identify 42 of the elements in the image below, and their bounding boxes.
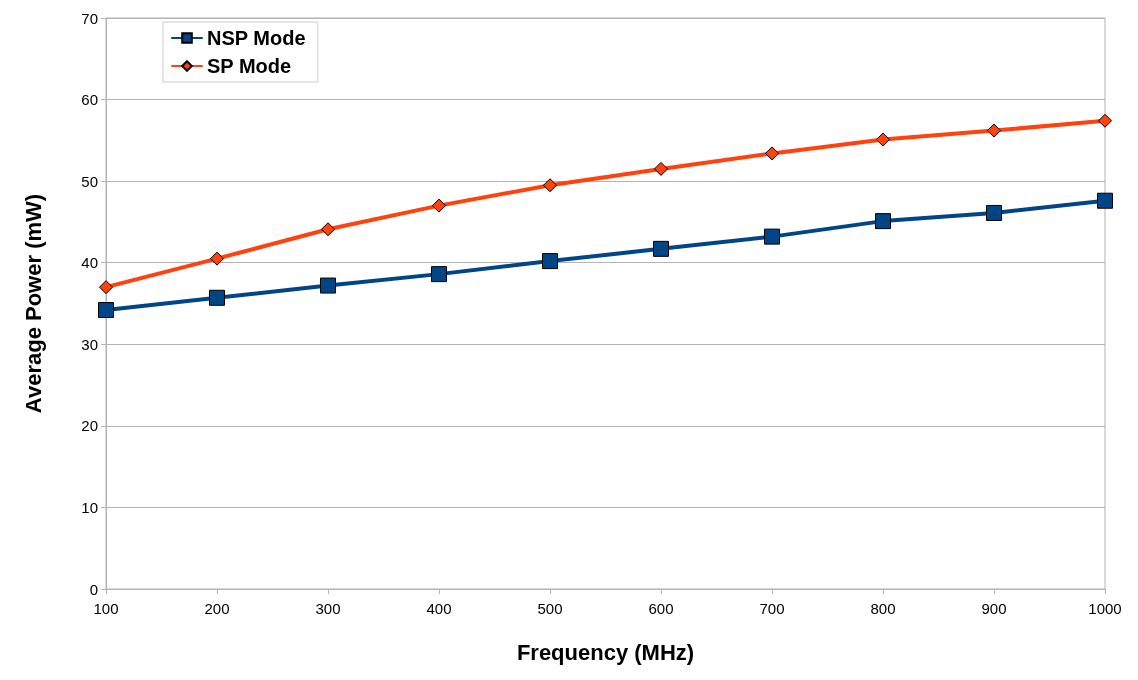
point (653, 240, 669, 257)
point (432, 198, 446, 213)
point (542, 253, 558, 270)
x-tick-label: 200 (204, 600, 230, 617)
point (764, 228, 780, 245)
point (1097, 192, 1113, 209)
point (1098, 113, 1112, 128)
point (320, 277, 336, 294)
point (99, 280, 113, 295)
x-tick-label: 900 (981, 600, 1007, 617)
y-tick-label: 60 (81, 91, 98, 109)
point (431, 266, 447, 283)
legend-label: SP Mode (207, 55, 292, 77)
point (654, 161, 668, 176)
point (875, 213, 891, 230)
x-tick-label: 300 (315, 600, 341, 617)
x-tick-label: 700 (759, 600, 785, 617)
x-tick-label: 400 (426, 600, 452, 617)
y-tick-label: 30 (81, 335, 98, 353)
legend-label: NSP Mode (207, 27, 306, 49)
x-tick-label: 600 (648, 600, 674, 617)
point (321, 222, 335, 237)
y-tick-label: 20 (81, 417, 98, 435)
point (98, 302, 114, 319)
point (543, 178, 557, 193)
y-tick-label: 40 (81, 254, 98, 272)
x-tick-label: 100 (93, 600, 119, 617)
point (765, 146, 779, 161)
x-axis-title: Frequency (MHz) (516, 639, 695, 665)
y-tick-label: 70 (81, 9, 98, 27)
point (210, 251, 224, 266)
point (876, 132, 890, 147)
y-tick-label: 10 (81, 498, 98, 516)
y-axis-title: Average Power (mW) (20, 193, 46, 414)
point (209, 289, 225, 306)
point (987, 123, 1001, 138)
x-tick-label: 500 (537, 600, 563, 617)
y-tick-label: 0 (89, 580, 98, 598)
point (986, 204, 1002, 221)
x-tick-label: 1000 (1088, 600, 1122, 617)
x-tick-label: 800 (870, 600, 896, 617)
y-tick-label: 50 (81, 172, 98, 190)
